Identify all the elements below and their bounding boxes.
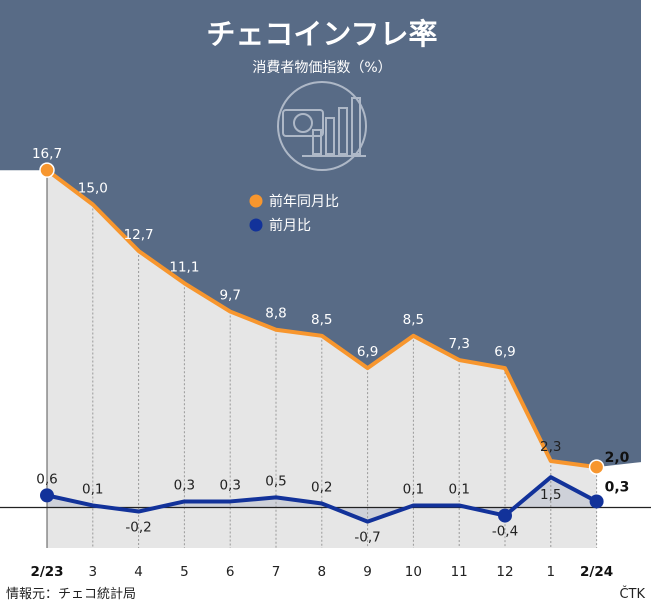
mom-point-12 <box>498 508 512 523</box>
x-tick-11: 11 <box>451 564 468 580</box>
mom-label-5: 0,3 <box>174 477 195 493</box>
yoy-point-2/23 <box>39 162 55 178</box>
chart-subtitle: 消費者物価指数（%） <box>252 60 391 76</box>
yoy-label-8: 8,5 <box>311 312 332 328</box>
mom-label-7: 0,5 <box>265 473 286 489</box>
mom-label-9: -0,7 <box>354 530 380 546</box>
source-note: 情報元：チェコ統計局 <box>6 586 136 602</box>
yoy-point-2/24 <box>588 459 605 475</box>
x-tick-8: 8 <box>318 564 327 580</box>
yoy-label-4: 12,7 <box>124 227 154 243</box>
data-labels-layer: 16,7 15,0 12,7 11,1 9,7 8,8 8,5 6,9 8,5 7,3 6,9 2,3… <box>32 146 630 545</box>
x-tick-9: 9 <box>363 564 372 580</box>
yoy-label-7: 8,8 <box>265 306 286 322</box>
yoy-label-12: 6,9 <box>494 344 515 360</box>
x-tick-4: 4 <box>134 564 143 580</box>
mom-label-12: -0,4 <box>492 524 518 540</box>
header-background <box>0 0 641 468</box>
x-axis-ticks: 2/23 3 4 5 6 7 8 9 10 11 12 1 2/24 <box>30 564 613 580</box>
mom-point-2/23 <box>40 488 54 503</box>
mom-label-3: 0,1 <box>82 481 103 497</box>
legend-swatch-yoy <box>249 194 263 208</box>
x-tick-12: 12 <box>496 564 513 580</box>
legend-swatch-mom <box>249 218 263 232</box>
mom-label-2/24: 0,3 <box>605 479 630 495</box>
legend: 前年同月比 前月比 <box>249 193 339 234</box>
yoy-label-9: 6,9 <box>357 344 378 360</box>
yoy-series-line <box>45 168 597 470</box>
yoy-label-5: 11,1 <box>169 259 199 275</box>
x-tick-6: 6 <box>226 564 235 580</box>
chart-title: チェコインフレ率 <box>206 17 437 51</box>
mom-label-6: 0,3 <box>219 477 240 493</box>
x-tick-1: 1 <box>547 564 556 580</box>
x-tick-10: 10 <box>405 564 422 580</box>
yoy-label-10: 8,5 <box>403 312 424 328</box>
koruna-coin-bar-chart-icon <box>277 81 367 171</box>
agency-credit: ČTK <box>619 586 645 602</box>
mom-label-10: 0,1 <box>403 481 424 497</box>
yoy-label-11: 7,3 <box>448 336 469 352</box>
mom-label-1: 1,5 <box>540 487 561 503</box>
header-background-shape <box>0 0 641 468</box>
legend-label-yoy: 前年同月比 <box>269 193 339 210</box>
yoy-label-3: 15,0 <box>78 181 108 197</box>
yoy-label-1: 2,3 <box>540 439 561 455</box>
series-layer <box>39 162 605 524</box>
mom-label-4: -0,2 <box>125 520 151 536</box>
yoy-label-2/24: 2,0 <box>605 450 630 466</box>
yoy-label-6: 9,7 <box>219 288 240 304</box>
mom-label-11: 0,1 <box>448 481 469 497</box>
mom-label-2/23: 0,6 <box>36 471 57 487</box>
yoy-label-2/23: 16,7 <box>32 146 62 162</box>
x-tick-2/24: 2/24 <box>580 564 613 580</box>
x-tick-3: 3 <box>89 564 98 580</box>
mom-label-8: 0,2 <box>311 479 332 495</box>
x-tick-7: 7 <box>272 564 281 580</box>
x-tick-5: 5 <box>180 564 189 580</box>
mom-point-2/24 <box>589 494 604 509</box>
legend-label-mom: 前月比 <box>269 217 311 234</box>
x-tick-2/23: 2/23 <box>30 564 63 580</box>
